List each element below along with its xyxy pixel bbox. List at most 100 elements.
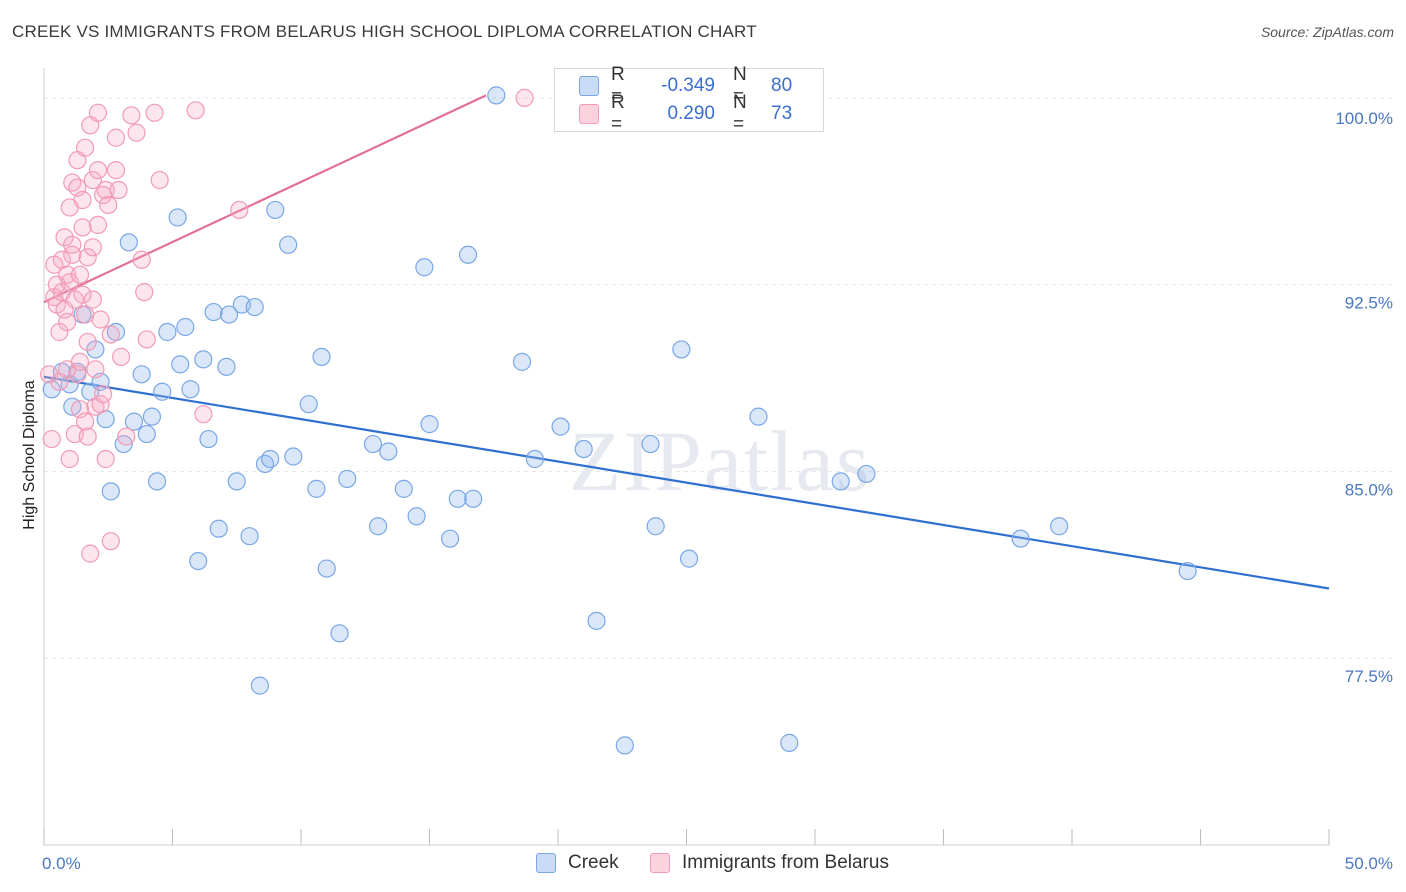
belarus-point <box>78 427 97 446</box>
chart-title: CREEK VS IMMIGRANTS FROM BELARUS HIGH SC… <box>12 22 757 41</box>
y-tick-label: 77.5% <box>1345 667 1393 686</box>
creek-point <box>137 424 156 444</box>
y-axis-label: High School Diploma <box>21 380 38 530</box>
creek-trend-line <box>43 375 1330 590</box>
creek-point <box>330 624 349 643</box>
belarus-point <box>88 215 108 234</box>
legend-label-creek: Creek <box>568 852 619 873</box>
legend-n-value: 80 <box>771 75 793 96</box>
creek-point <box>199 429 218 449</box>
belarus-point <box>83 238 102 257</box>
creek-point <box>379 442 398 461</box>
creek-point <box>857 464 876 484</box>
trend-layer <box>43 94 1330 590</box>
creek-point <box>525 449 544 469</box>
creek-point <box>168 208 187 227</box>
creek-point <box>1050 517 1069 536</box>
belarus-point <box>81 544 100 563</box>
creek-point <box>587 611 606 630</box>
creek-point <box>420 415 439 434</box>
creek-point <box>114 434 133 454</box>
legend-n-label: N = <box>733 64 747 107</box>
belarus-point <box>94 385 113 404</box>
creek-point <box>217 357 236 376</box>
belarus-point <box>230 200 249 220</box>
belarus-point <box>76 305 95 324</box>
belarus-trend-line <box>43 94 487 304</box>
legend-n-label: N = <box>733 92 747 135</box>
creek-point <box>101 482 120 501</box>
belarus-point <box>122 106 141 125</box>
creek-point <box>1011 529 1030 548</box>
belarus-point <box>63 235 82 254</box>
creek-point <box>158 322 177 342</box>
creek-point <box>679 549 699 568</box>
source-label: Source: ZipAtlas.com <box>1260 24 1394 40</box>
belarus-point <box>132 250 151 269</box>
belarus-point <box>50 322 69 342</box>
creek-point <box>780 733 799 752</box>
y-tick-label: 85.0% <box>1345 480 1393 499</box>
belarus-point <box>76 138 95 157</box>
creek-point <box>142 407 162 426</box>
belarus-point <box>73 190 92 210</box>
legend-r-value: -0.349 <box>661 75 715 96</box>
creek-point <box>299 395 318 414</box>
belarus-point <box>58 265 77 284</box>
creek-point <box>307 479 326 498</box>
legend-swatch-creek <box>536 853 556 873</box>
belarus-point <box>150 170 169 190</box>
creek-point <box>194 350 213 369</box>
belarus-point <box>515 88 534 107</box>
creek-point <box>86 340 105 359</box>
creek-point <box>255 454 275 474</box>
creek-point <box>279 235 298 254</box>
creek-point <box>615 736 634 755</box>
legend-item-belarus[interactable]: Immigrants from Belarus <box>650 852 889 874</box>
legend-r-label: R = <box>611 92 625 135</box>
creek-point <box>204 302 223 322</box>
creek-point <box>394 479 413 498</box>
legend-n-value: 73 <box>771 103 793 124</box>
x-tick-label: 0.0% <box>42 854 81 873</box>
creek-point <box>646 517 665 536</box>
belarus-point <box>91 310 110 329</box>
creek-point <box>250 676 269 695</box>
creek-point <box>42 380 61 399</box>
belarus-point <box>73 218 92 237</box>
belarus-point <box>88 161 108 180</box>
belarus-point <box>106 128 126 147</box>
legend-item-creek[interactable]: Creek <box>536 852 619 874</box>
belarus-point <box>101 532 120 551</box>
belarus-point <box>58 312 77 332</box>
creek-point <box>551 417 570 436</box>
creek-point <box>831 472 850 491</box>
creek-point <box>119 233 138 252</box>
belarus-point <box>73 285 92 304</box>
creek-point <box>284 447 303 466</box>
creek-point <box>369 517 388 536</box>
legend-row-belarus: R = 0.290 N = 73 <box>579 92 793 135</box>
creek-point <box>147 472 167 491</box>
creek-point <box>189 551 208 571</box>
belarus-point <box>60 273 79 292</box>
belarus-point <box>86 360 105 379</box>
series-legend: Creek Immigrants from Belarus <box>0 852 1406 878</box>
legend-swatch-belarus <box>650 853 670 873</box>
creek-point <box>440 529 460 548</box>
belarus-point <box>78 332 97 352</box>
belarus-point <box>99 195 118 215</box>
creek-point <box>261 449 280 469</box>
creek-point <box>132 365 151 384</box>
creek-point <box>458 245 478 264</box>
belarus-point <box>78 248 97 267</box>
creek-point <box>266 200 285 220</box>
belarus-point <box>60 449 79 469</box>
creek-point <box>464 489 483 508</box>
belarus-point <box>96 449 115 469</box>
creek-point <box>153 382 172 401</box>
stats-legend: R = -0.349 N = 80 R = 0.290 N = 73 <box>554 64 824 135</box>
belarus-point <box>137 330 156 349</box>
belarus-point <box>96 180 115 200</box>
